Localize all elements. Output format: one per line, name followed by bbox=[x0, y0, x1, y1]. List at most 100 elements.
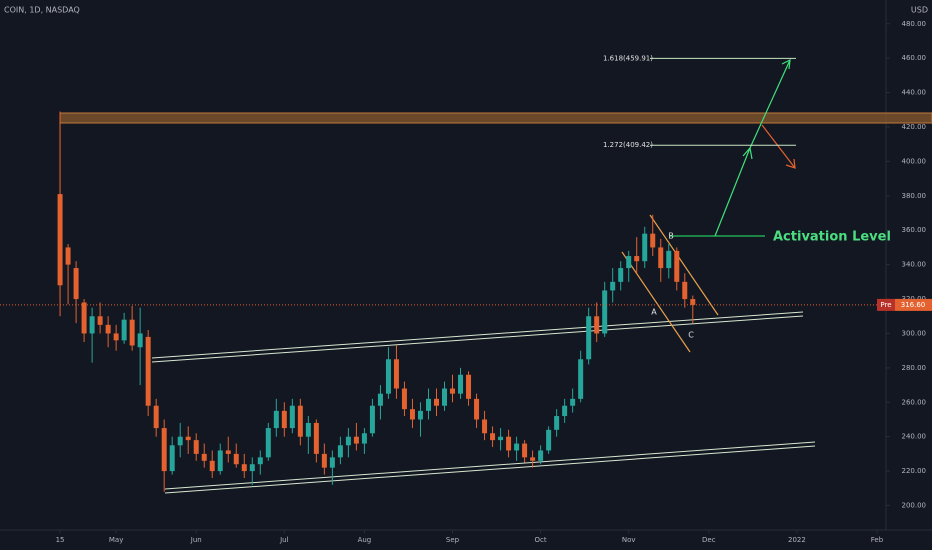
candle-body bbox=[393, 359, 399, 389]
candle-body bbox=[225, 450, 231, 454]
y-tick-label: 380.00 bbox=[902, 192, 927, 200]
candle-body bbox=[546, 429, 552, 451]
candle-body bbox=[137, 333, 143, 348]
price-label: 316.60 bbox=[901, 301, 926, 309]
candle-body bbox=[169, 445, 175, 472]
y-tick-label: 420.00 bbox=[902, 123, 927, 131]
candle-body bbox=[554, 416, 560, 430]
arrow-head bbox=[785, 158, 796, 169]
candle-body bbox=[658, 247, 664, 269]
y-tick-label: 280.00 bbox=[902, 364, 927, 372]
candle-body bbox=[586, 316, 592, 360]
fib-label: 1.618(459.91) bbox=[603, 54, 653, 62]
candle-body bbox=[281, 410, 287, 429]
y-tick-label: 200.00 bbox=[902, 502, 927, 510]
candle-body bbox=[490, 433, 496, 441]
candle-body bbox=[401, 388, 407, 410]
candle-body bbox=[57, 194, 63, 286]
candle-body bbox=[682, 281, 688, 300]
candle-body bbox=[145, 336, 151, 406]
y-tick-label: 360.00 bbox=[902, 226, 927, 234]
candle-body bbox=[674, 250, 680, 282]
arrow-head bbox=[781, 58, 791, 70]
candle-body bbox=[313, 422, 319, 454]
currency: USD bbox=[911, 6, 928, 15]
candle-body bbox=[233, 453, 239, 465]
x-tick-label: Jun bbox=[190, 536, 202, 544]
wave-label: B bbox=[668, 232, 674, 241]
wave-label: C bbox=[688, 331, 694, 340]
candle-body bbox=[185, 436, 191, 441]
candle-body bbox=[578, 359, 584, 399]
y-tick-label: 480.00 bbox=[902, 20, 927, 28]
candle-body bbox=[642, 233, 648, 262]
candle-body bbox=[273, 410, 279, 429]
candle-body bbox=[514, 443, 520, 451]
x-tick-label: Feb bbox=[871, 536, 884, 544]
candle-body bbox=[482, 419, 488, 434]
candle-body bbox=[89, 316, 95, 334]
candle-body bbox=[321, 453, 327, 468]
y-tick-label: 400.00 bbox=[902, 157, 927, 165]
reject-arrow bbox=[761, 124, 796, 169]
candle-body bbox=[690, 299, 696, 305]
candle-body bbox=[369, 405, 375, 434]
candle-body bbox=[297, 405, 303, 437]
y-tick-label: 300.00 bbox=[902, 329, 927, 337]
candle-body bbox=[385, 359, 391, 394]
candle-body bbox=[217, 450, 223, 472]
candle-body bbox=[105, 324, 111, 334]
x-tick-label: Nov bbox=[622, 536, 636, 544]
candle-body bbox=[289, 405, 295, 429]
price-badge bbox=[877, 298, 895, 311]
candle-body bbox=[201, 453, 207, 461]
x-tick-label: Dec bbox=[702, 536, 716, 544]
candle-body bbox=[594, 316, 600, 334]
candle-body bbox=[249, 464, 255, 472]
candle-body bbox=[458, 374, 464, 394]
candle-body bbox=[538, 450, 544, 461]
y-tick-label: 260.00 bbox=[902, 398, 927, 406]
candle-body bbox=[570, 398, 576, 406]
candle-body bbox=[498, 436, 504, 441]
chart-title: COIN, 1D, NASDAQ bbox=[4, 6, 80, 15]
price-badge bbox=[895, 298, 932, 311]
x-tick-label: Aug bbox=[358, 536, 372, 544]
candle-body bbox=[377, 393, 383, 406]
candle-body bbox=[425, 398, 431, 411]
candle-body bbox=[193, 440, 199, 454]
y-tick-label: 340.00 bbox=[902, 261, 927, 269]
candle-body bbox=[153, 405, 159, 429]
y-tick-label: 460.00 bbox=[902, 54, 927, 62]
x-tick-label: Oct bbox=[535, 536, 547, 544]
candle-body bbox=[530, 457, 536, 461]
candle-body bbox=[113, 333, 119, 341]
candle-body bbox=[634, 256, 640, 262]
candle-body bbox=[417, 410, 423, 420]
candle-body bbox=[618, 268, 624, 282]
candle-body bbox=[345, 436, 351, 446]
candle-body bbox=[562, 405, 568, 417]
y-tick-label: 240.00 bbox=[902, 433, 927, 441]
candle-body bbox=[97, 316, 103, 325]
candle-body bbox=[522, 443, 528, 458]
candle-body bbox=[506, 436, 512, 451]
x-tick-label: Sep bbox=[446, 536, 460, 544]
x-tick-label: Jul bbox=[279, 536, 289, 544]
candle-body bbox=[337, 445, 343, 458]
candle-body bbox=[466, 374, 472, 399]
candle-body bbox=[257, 457, 263, 465]
candle-body bbox=[433, 398, 439, 406]
candle-body bbox=[450, 388, 456, 394]
candle-body bbox=[121, 319, 127, 341]
wave-label: A bbox=[651, 308, 657, 317]
candle-body bbox=[73, 268, 79, 300]
x-tick-label: May bbox=[109, 536, 123, 544]
y-tick-label: 220.00 bbox=[902, 467, 927, 475]
x-tick-label: 2022 bbox=[788, 536, 806, 544]
candle-body bbox=[161, 428, 167, 472]
price-prefix: Pre bbox=[880, 301, 891, 309]
candle-body bbox=[177, 436, 183, 446]
